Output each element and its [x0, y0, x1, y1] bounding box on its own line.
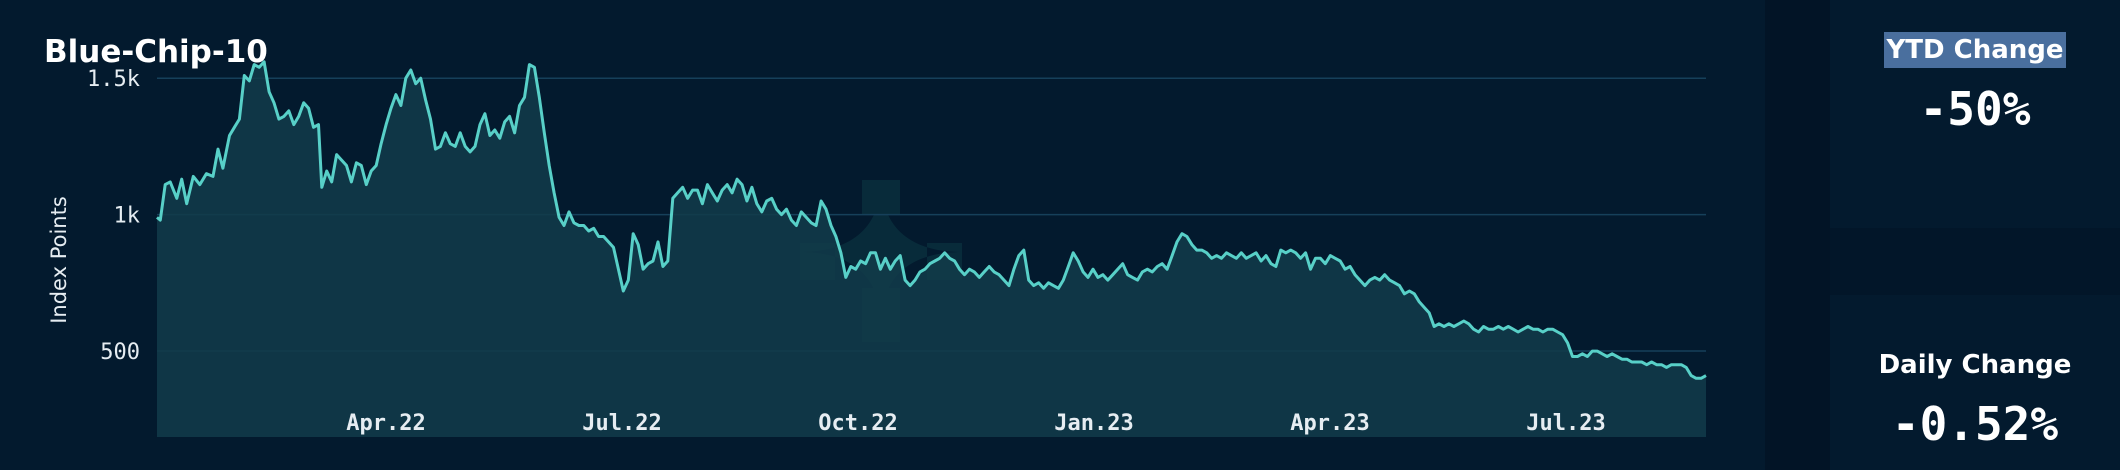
- y-axis-label: Index Points: [47, 196, 71, 324]
- series-line: [156, 60, 1707, 380]
- daily-change-value: -0.52%: [1891, 397, 2059, 451]
- series-area: [157, 61, 1706, 438]
- chart-title: Blue-Chip-10: [44, 34, 268, 70]
- chart-panel: Blue-Chip-10 500 1k 1.5k Apr.22 Jul.22 Oct.2…: [44, 34, 1707, 438]
- y-axis: 500 1k 1.5k: [87, 67, 140, 365]
- y-tick-label: 1.5k: [87, 67, 140, 92]
- area-chart: 500 1k 1.5k Apr.22 Jul.22 Oct.22 Jan.23 Apr.23…: [47, 60, 1707, 438]
- panel-gutter: [1765, 0, 1830, 470]
- area-layer: [156, 60, 1707, 438]
- x-tick-label: Oct.22: [818, 411, 897, 436]
- ytd-change-card: YTD Change -50%: [1830, 0, 2120, 228]
- ytd-change-label: YTD Change: [1884, 32, 2066, 68]
- x-tick-label: Jul.23: [1526, 411, 1605, 436]
- logo-watermark: [800, 180, 962, 342]
- y-tick-label: 1k: [114, 204, 141, 229]
- x-axis: Apr.22 Jul.22 Oct.22 Jan.23 Apr.23 Jul.23: [346, 411, 1605, 436]
- daily-change-label: Daily Change: [1878, 350, 2072, 380]
- x-tick-label: Apr.23: [1290, 411, 1369, 436]
- y-tick-label: 500: [100, 340, 140, 365]
- x-tick-label: Jul.22: [582, 411, 661, 436]
- daily-change-card: Daily Change -0.52%: [1830, 295, 2120, 470]
- x-tick-label: Jan.23: [1054, 411, 1133, 436]
- x-tick-label: Apr.22: [346, 411, 425, 436]
- ytd-change-value: -50%: [1919, 82, 2031, 136]
